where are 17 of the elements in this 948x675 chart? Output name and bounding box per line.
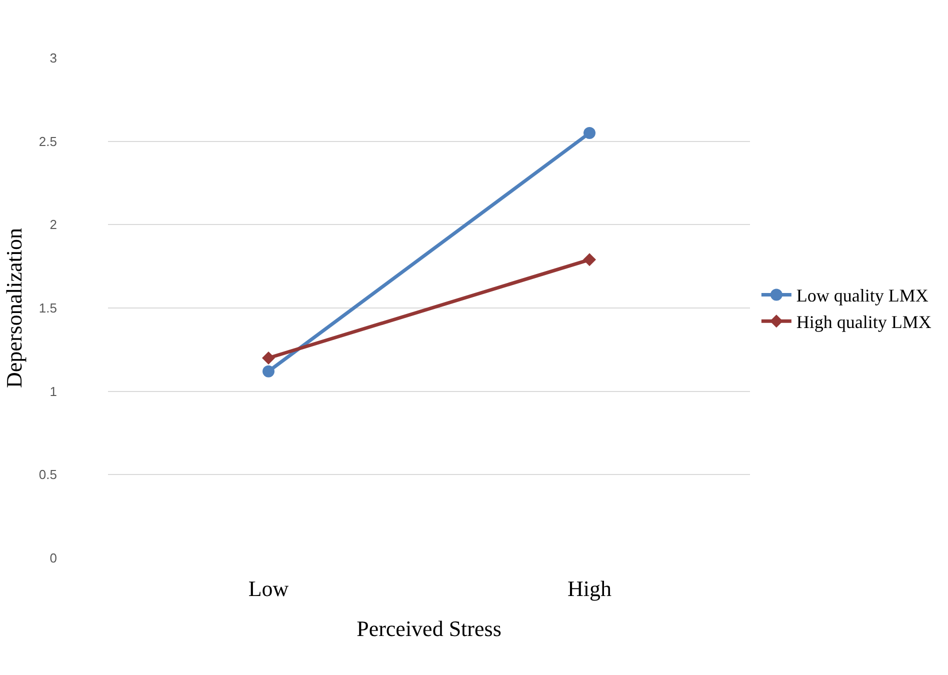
y-axis-title: Depersonalization — [2, 228, 27, 388]
x-tick-label: High — [568, 576, 612, 601]
point — [262, 365, 274, 378]
y-tick-label: 2 — [50, 217, 57, 232]
y-tick-label: 3 — [50, 50, 57, 66]
y-tick-label: 2.5 — [38, 134, 57, 149]
point — [583, 253, 596, 266]
x-tick-label: Low — [248, 576, 289, 601]
x-axis-title: Perceived Stress — [356, 616, 502, 641]
point — [262, 352, 275, 364]
legend-label: High quality LMX — [796, 312, 932, 332]
point — [584, 127, 596, 139]
y-tick-label: 0.5 — [38, 467, 57, 482]
y-tick-label: 0 — [50, 550, 57, 566]
y-tick-label: 1.5 — [38, 300, 57, 316]
y-tick-label: 1 — [50, 384, 57, 399]
legend-label: Low quality LMX — [796, 286, 928, 306]
